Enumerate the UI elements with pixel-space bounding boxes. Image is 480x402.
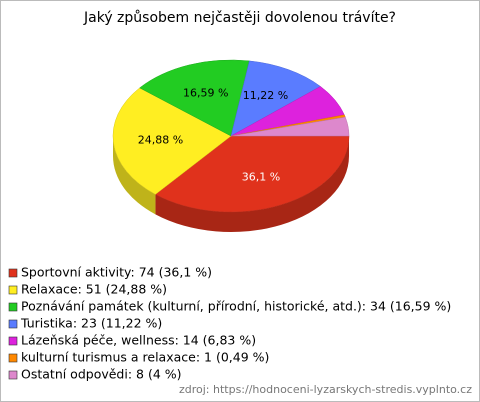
legend-label: kulturní turismus a relaxace: 1 (0,49 %) [21,350,269,365]
slice [154,135,350,213]
slice [230,116,350,137]
slice-side [113,136,156,215]
legend-label: Lázeňská péče, wellness: 14 (6,83 %) [21,333,256,348]
slice-label: 36,1 % [242,170,280,183]
legend-swatch [8,336,18,346]
legend-swatch [8,370,18,380]
legend-swatch [8,268,18,278]
legend-label: Poznávání památek (kulturní, přírodní, h… [21,299,451,314]
legend-label: Relaxace: 51 (24,88 %) [21,282,167,297]
chart-title: Jaký způsobem nejčastěji dovolenou tráví… [83,10,396,26]
slice [230,60,321,137]
source: zdroj: https://hodnoceni-lyzarskych-stre… [179,383,472,396]
slice-side [155,136,349,233]
slice [112,87,232,195]
slice-label: 11,22 % [243,89,288,102]
legend-label: Sportovní aktivity: 74 (36,1 %) [21,265,212,280]
legend-label: Ostatní odpovědi: 8 (4 %) [21,367,182,382]
legend-swatch [8,302,18,312]
legend-swatch [8,353,18,363]
legend-swatch [8,285,18,295]
slice-label: 16,59 % [183,86,228,99]
legend-label: Turistika: 23 (11,22 %) [20,316,162,331]
legend-swatch [8,319,18,329]
slice-label: 24,88 % [138,133,183,146]
slice [139,59,250,137]
